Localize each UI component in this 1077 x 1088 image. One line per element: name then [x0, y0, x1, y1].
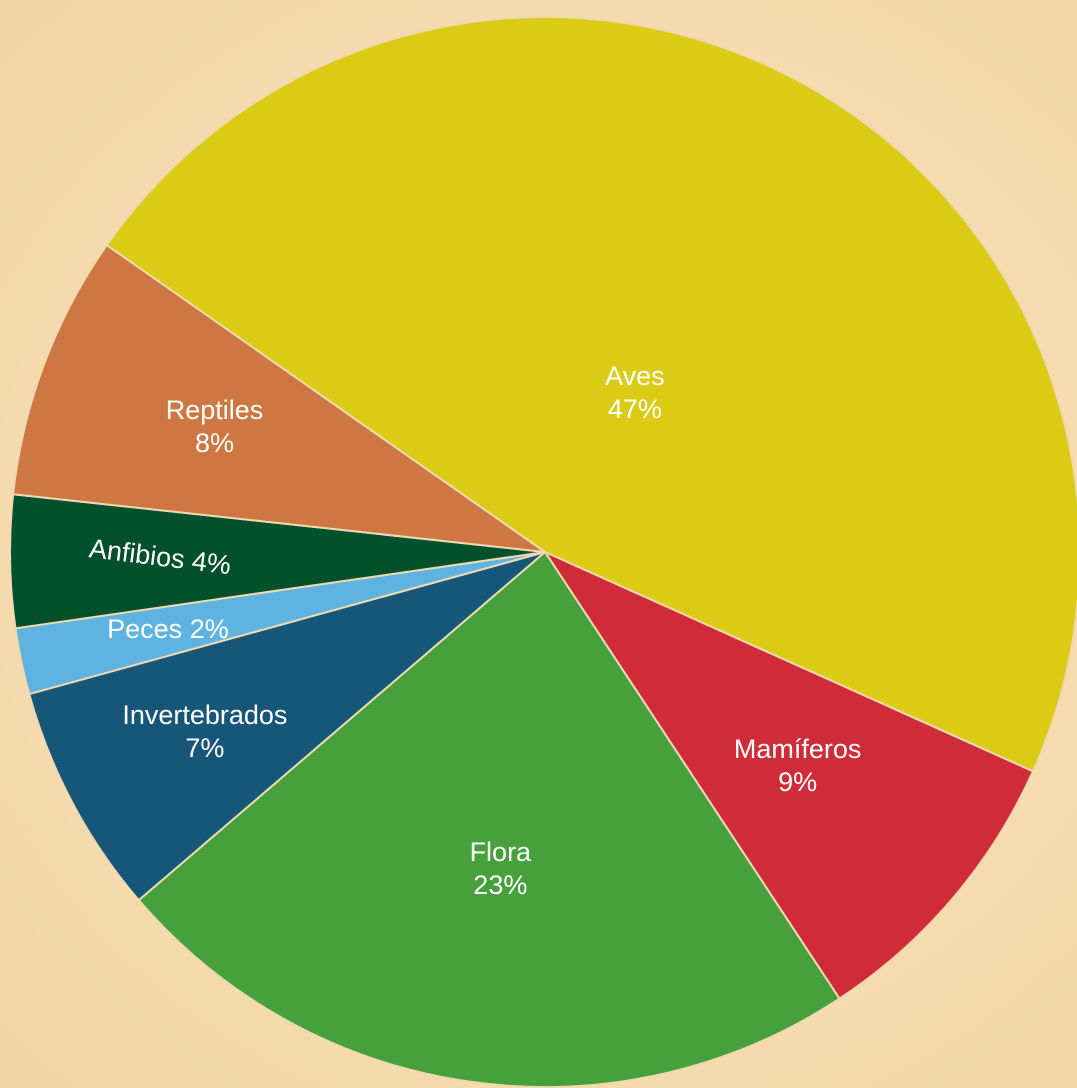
slice-value: 47%: [608, 394, 662, 424]
slice-name: Invertebrados: [122, 700, 287, 730]
slice-label-peces: Peces 2%: [107, 614, 229, 644]
slice-value: 8%: [195, 428, 234, 458]
slice-name: Mamíferos: [734, 734, 862, 764]
slice-label-aves: Aves 47%: [605, 361, 665, 424]
slice-value: 7%: [185, 733, 224, 763]
slice-flora: [137, 551, 841, 1088]
slice-label-invertebrados: Invertebrados 7%: [122, 700, 287, 763]
pie-slices: [9, 16, 1077, 1088]
slice-name: Aves: [605, 361, 665, 391]
slice-aves: [105, 16, 1077, 773]
slice-label-mamiferos: Mamíferos 9%: [734, 734, 862, 797]
slice-name: Flora: [470, 837, 532, 867]
slice-name: Reptiles: [166, 395, 264, 425]
slice-reptiles: [12, 244, 546, 553]
slice-name: Peces: [107, 614, 182, 644]
slice-value: 4%: [183, 545, 233, 580]
slice-mamiferos: [544, 551, 1034, 1000]
slice-label-flora: Flora 23%: [470, 837, 532, 900]
slice-value: 23%: [473, 870, 527, 900]
slice-value: 2%: [182, 614, 229, 644]
slice-value: 9%: [778, 767, 817, 797]
pie-labels: Aves 47% Mamíferos 9% Flora 23% Invertebrados 7…: [87, 361, 861, 900]
slice-invertebrados: [28, 551, 546, 902]
slice-label-reptiles: Reptiles 8%: [166, 395, 264, 458]
